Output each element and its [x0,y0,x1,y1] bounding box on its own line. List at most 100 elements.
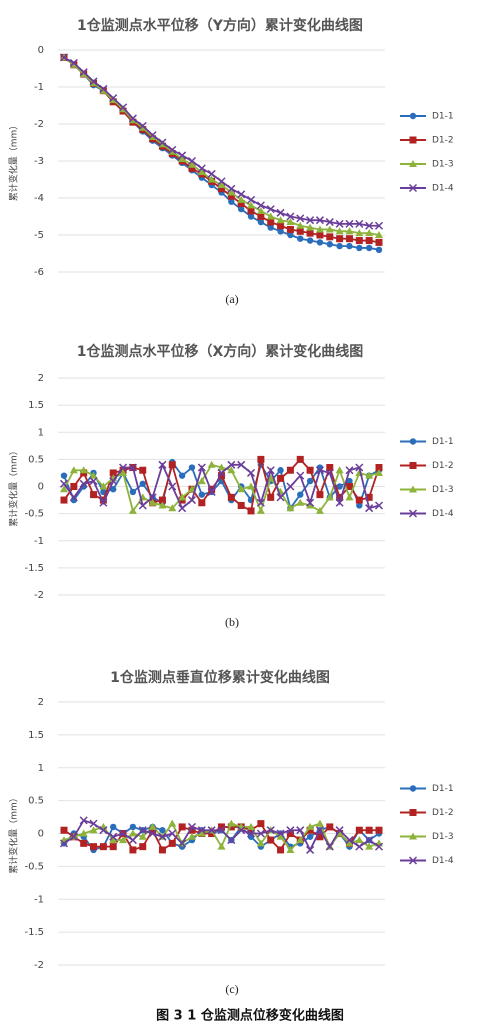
marker [365,229,374,237]
legend-label: D1-2 [432,461,454,471]
y-axis-label: 累计变化量（mm） [8,793,20,874]
marker [208,485,216,493]
marker [306,216,315,225]
marker [326,241,333,248]
marker [345,839,354,847]
marker [306,845,315,854]
marker [355,826,363,834]
marker [277,467,284,474]
marker [148,493,157,502]
marker [365,504,374,513]
marker [129,823,137,831]
marker [316,231,324,239]
marker [69,466,78,474]
marker [128,114,137,123]
marker [374,501,384,510]
marker [365,237,373,245]
legend-marker [408,509,418,518]
marker [365,221,374,230]
marker [335,466,344,474]
marker [187,822,196,831]
marker [227,184,236,193]
marker [335,219,344,228]
marker [325,493,334,501]
marker [287,231,294,239]
marker [345,466,354,475]
y-tick-label: 2 [38,373,44,384]
chart-title: 1仓监测点水平位移（X方向）累计变化曲线图 [77,343,364,360]
marker [99,826,108,835]
y-axis-label: 累计变化量（mm） [8,446,20,527]
marker [178,839,187,848]
marker [79,479,88,488]
marker [346,242,353,250]
marker [336,483,343,490]
marker [148,822,157,830]
marker [335,826,344,835]
marker [247,822,256,830]
marker [256,201,265,210]
marker [168,145,177,154]
marker [159,827,166,834]
legend-marker [409,112,417,120]
chart-title: 1仓监测点水平位移（Y方向）累计变化曲线图 [77,17,363,34]
marker [306,833,314,840]
marker [247,826,255,834]
marker [345,483,353,490]
marker [158,496,166,504]
marker [365,826,373,834]
marker [365,836,374,845]
marker [306,826,314,834]
marker [355,836,364,844]
marker [365,244,373,252]
y-tick-label: -0.5 [24,509,44,520]
marker [99,498,108,507]
marker [228,198,235,205]
legend-marker [409,809,417,816]
marker [79,816,88,825]
legend-label: D1-3 [432,160,454,170]
marker [325,842,334,851]
marker [187,832,196,840]
marker [325,225,334,233]
marker [257,213,265,220]
marker [267,218,275,226]
legend-label: D1-4 [432,184,454,194]
marker [207,460,216,468]
marker [237,205,245,213]
marker [217,463,226,471]
marker [158,846,166,854]
marker [207,826,216,835]
marker [315,506,324,514]
marker [207,169,216,178]
marker [335,498,344,507]
marker [316,833,324,841]
legend-label: D1-4 [432,856,454,866]
y-tick-label: -1.5 [24,563,44,574]
marker [178,151,187,160]
marker [197,164,206,173]
legend-label: D1-2 [432,136,454,146]
marker [89,477,98,486]
marker [197,826,206,835]
marker [139,466,147,474]
marker [89,471,98,479]
marker [247,507,255,515]
marker [286,466,294,474]
marker [139,843,147,851]
marker [237,501,245,509]
marker [286,504,295,512]
marker [89,77,98,86]
marker [355,229,364,237]
marker [99,843,107,851]
marker [188,164,196,172]
marker [345,219,354,228]
y-tick-label: -5 [34,230,44,241]
marker [148,498,157,506]
marker [296,836,305,844]
marker [99,84,108,93]
marker [217,181,226,189]
marker [148,132,157,140]
marker [296,471,305,480]
